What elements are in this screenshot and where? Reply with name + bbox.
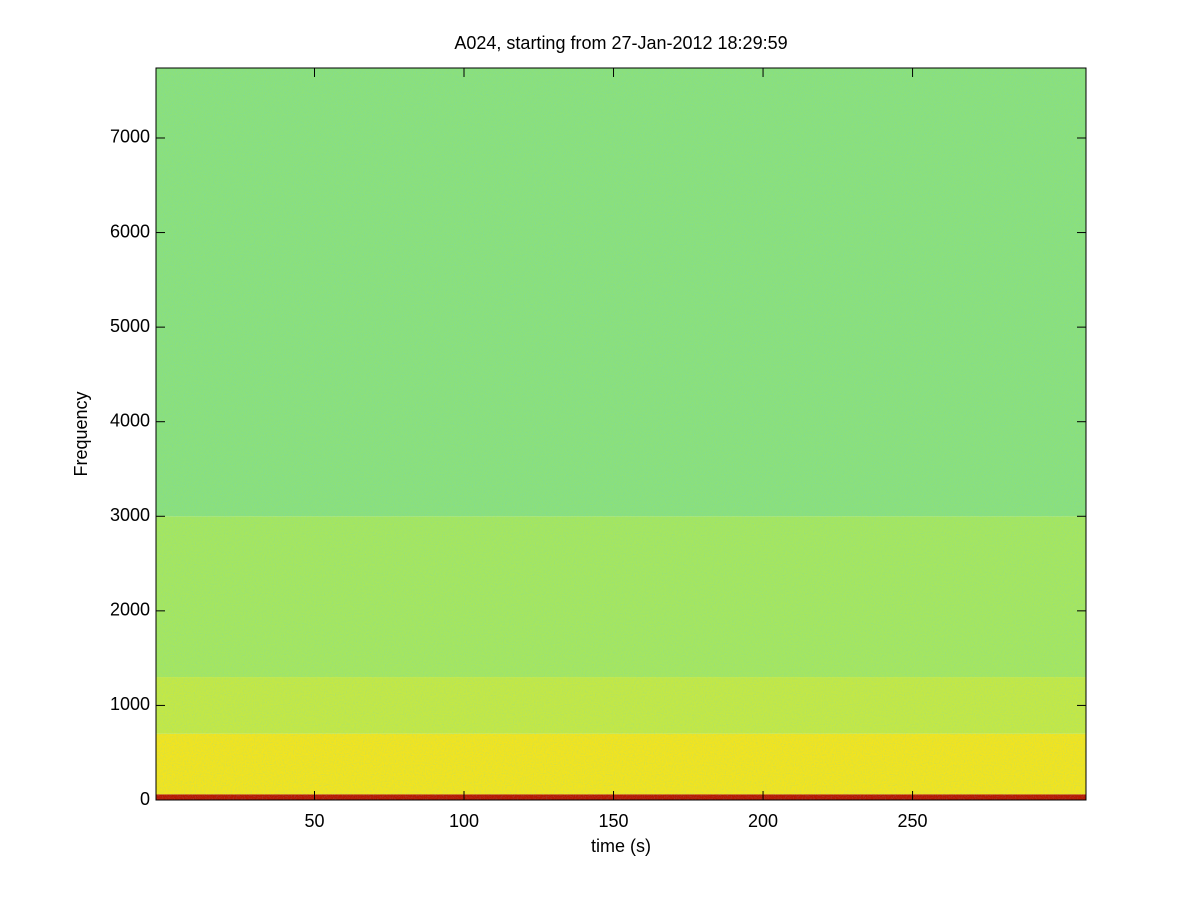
x-axis-label: time (s) (591, 836, 651, 856)
y-tick-label: 2000 (110, 600, 150, 620)
y-tick-label: 4000 (110, 410, 150, 430)
x-tick-label: 150 (599, 811, 629, 831)
axes-box (155, 67, 1087, 801)
y-tick-label: 3000 (110, 505, 150, 525)
chart-title: A024, starting from 27-Jan-2012 18:29:59 (454, 33, 787, 53)
x-tick-label: 250 (898, 811, 928, 831)
y-tick-label: 7000 (110, 127, 150, 147)
noise-texture (156, 68, 1086, 800)
x-tick-label: 50 (304, 811, 324, 831)
y-axis-label: Frequency (71, 391, 91, 476)
x-tick-label: 200 (748, 811, 778, 831)
y-tick-label: 0 (140, 789, 150, 809)
x-tick-label: 100 (449, 811, 479, 831)
y-tick-label: 1000 (110, 694, 150, 714)
y-tick-label: 5000 (110, 316, 150, 336)
y-tick-label: 6000 (110, 221, 150, 241)
